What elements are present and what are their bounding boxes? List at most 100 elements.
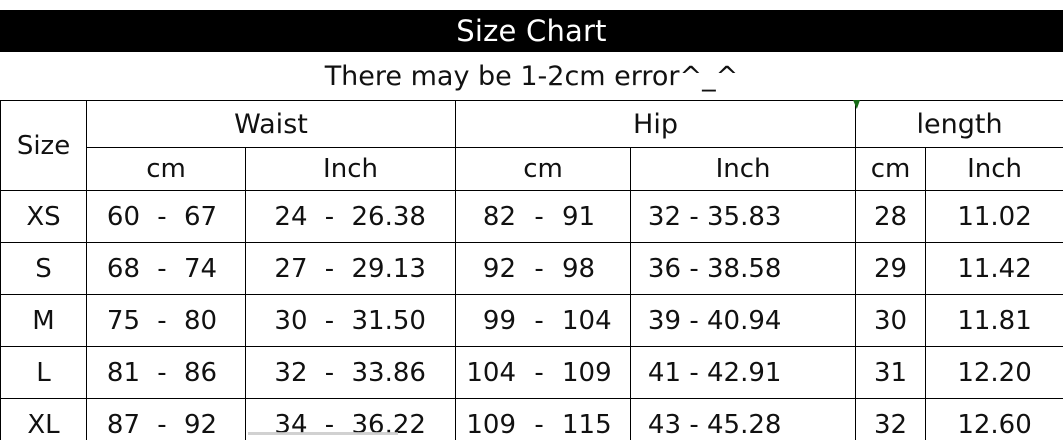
- cell-waist-inch-separator: -: [324, 409, 335, 440]
- cell-length-cm: 32: [855, 398, 927, 440]
- cell-waist-cm: 68-74: [86, 242, 246, 295]
- column-header-size: Size: [0, 100, 87, 191]
- cell-waist-cm-max: 67: [184, 201, 218, 232]
- cell-hip-cm-max: 98: [562, 253, 596, 284]
- table-row: XS 60-67 24-26.38 82-91 32-35.83 28 11.02: [0, 190, 1063, 243]
- cell-waist-cm: 60-67: [86, 190, 246, 243]
- cell-hip-inch-separator: -: [689, 201, 699, 232]
- cell-length-inch: 12.20: [925, 346, 1063, 399]
- cell-hip-cm: 104-109: [455, 346, 632, 399]
- cell-hip-cm-min: 104: [466, 357, 517, 388]
- cell-waist-cm-max: 86: [184, 357, 218, 388]
- cell-hip-inch-separator: -: [689, 409, 699, 440]
- cell-length-inch: 11.42: [925, 242, 1063, 295]
- cell-waist-cm-max: 92: [184, 409, 218, 440]
- cell-hip-inch-min: 43: [647, 409, 682, 440]
- cell-waist-inch-min: 32: [274, 357, 308, 388]
- cell-waist-inch-max: 26.38: [351, 201, 426, 232]
- cell-hip-cm: 109-115: [455, 398, 632, 440]
- cell-waist-inch-max: 29.13: [351, 253, 426, 284]
- cell-hip-cm-max: 115: [562, 409, 612, 440]
- column-header-hip-inch: Inch: [630, 147, 857, 191]
- cell-hip-cm-min: 109: [466, 409, 517, 440]
- cell-waist-cm-min: 81: [106, 357, 140, 388]
- cell-length-inch: 11.81: [925, 294, 1063, 347]
- cell-waist-inch: 24-26.38: [244, 190, 457, 243]
- cell-hip-inch: 36-38.58: [630, 242, 857, 295]
- cell-length-cm: 31: [855, 346, 927, 399]
- cell-length-inch: 11.02: [925, 190, 1063, 243]
- column-header-length: length: [855, 100, 1063, 148]
- table-row: XL 87-92 34-36.22 109-115 43-45.28 32 12.60: [0, 398, 1063, 440]
- cell-waist-inch-separator: -: [324, 357, 335, 388]
- cell-hip-cm-min: 92: [482, 253, 517, 284]
- cell-size: S: [0, 242, 87, 295]
- cell-waist-inch-separator: -: [324, 253, 335, 284]
- cell-waist-cm-max: 80: [184, 305, 218, 336]
- cell-size: L: [0, 346, 87, 399]
- column-header-length-cm: cm: [855, 147, 927, 191]
- cell-hip-inch-min: 39: [647, 305, 682, 336]
- cell-hip-inch: 41-42.91: [630, 346, 857, 399]
- chart-title-bar: Size Chart: [0, 10, 1063, 52]
- cell-waist-inch-max: 36.22: [351, 409, 426, 440]
- table-head: Size Waist Hip length cm Inch cm Inch cm…: [0, 100, 1063, 191]
- cell-hip-cm-separator: -: [534, 409, 544, 440]
- cell-size: XS: [0, 190, 87, 243]
- cell-hip-cm-min: 99: [482, 305, 517, 336]
- cell-hip-cm-separator: -: [534, 201, 544, 232]
- size-table: Size Waist Hip length cm Inch cm Inch cm…: [0, 100, 1063, 440]
- cell-hip-inch-max: 42.91: [707, 357, 782, 388]
- header-row-units: cm Inch cm Inch cm Inch: [1, 147, 1063, 191]
- table-row: M 75-80 30-31.50 99-104 39-40.94 30 11.81: [0, 294, 1063, 347]
- cell-hip-inch-max: 45.28: [707, 409, 782, 440]
- cell-waist-cm-separator: -: [157, 357, 167, 388]
- column-header-waist-inch: Inch: [244, 147, 457, 191]
- table-row: L 81-86 32-33.86 104-109 41-42.91 31 12.20: [0, 346, 1063, 399]
- cell-length-cm: 30: [855, 294, 927, 347]
- cell-waist-inch-max: 33.86: [351, 357, 426, 388]
- cell-length-cm: 29: [855, 242, 927, 295]
- table-body: XS 60-67 24-26.38 82-91 32-35.83 28 11.02 S 68-7…: [0, 190, 1063, 440]
- cell-waist-inch-separator: -: [324, 201, 335, 232]
- cell-waist-inch-min: 30: [274, 305, 308, 336]
- cell-hip-cm-max: 109: [562, 357, 612, 388]
- cell-waist-inch-min: 27: [274, 253, 308, 284]
- error-note: There may be 1-2cm error^_^: [324, 60, 739, 92]
- cell-waist-inch-min: 34: [274, 409, 308, 440]
- cell-hip-cm-max: 91: [562, 201, 596, 232]
- cell-waist-inch: 27-29.13: [244, 242, 457, 295]
- cell-hip-inch-separator: -: [689, 357, 699, 388]
- cell-hip-inch-max: 35.83: [707, 201, 782, 232]
- cell-hip-inch-separator: -: [689, 305, 699, 336]
- chart-subtitle-bar: There may be 1-2cm error^_^: [0, 52, 1063, 100]
- cell-hip-inch: 43-45.28: [630, 398, 857, 440]
- cell-waist-cm-separator: -: [157, 409, 167, 440]
- cell-length-inch: 12.60: [925, 398, 1063, 440]
- cell-waist-cm-min: 68: [106, 253, 140, 284]
- cell-waist-inch-min: 24: [274, 201, 308, 232]
- cell-hip-inch: 39-40.94: [630, 294, 857, 347]
- cell-hip-inch-min: 32: [647, 201, 682, 232]
- cell-hip-inch-min: 36: [647, 253, 682, 284]
- cell-hip-cm-separator: -: [534, 357, 544, 388]
- cell-hip-inch: 32-35.83: [630, 190, 857, 243]
- cell-hip-inch-separator: -: [689, 253, 699, 284]
- cell-waist-inch-max: 31.50: [351, 305, 426, 336]
- cell-hip-cm-max: 104: [562, 305, 612, 336]
- cell-waist-cm: 75-80: [86, 294, 246, 347]
- column-header-waist: Waist: [85, 100, 457, 148]
- cell-waist-cm: 81-86: [86, 346, 246, 399]
- cell-size: M: [0, 294, 87, 347]
- cell-hip-cm: 92-98: [455, 242, 632, 295]
- cell-waist-inch-separator: -: [324, 305, 335, 336]
- cell-waist-cm-min: 87: [106, 409, 140, 440]
- cell-waist-inch: 32-33.86: [244, 346, 457, 399]
- cell-size: XL: [0, 398, 87, 440]
- cell-waist-cm-min: 75: [106, 305, 140, 336]
- cell-hip-cm-separator: -: [534, 253, 544, 284]
- page-title: Size Chart: [456, 14, 607, 48]
- column-header-waist-cm: cm: [86, 147, 246, 191]
- cell-waist-cm-separator: -: [157, 201, 167, 232]
